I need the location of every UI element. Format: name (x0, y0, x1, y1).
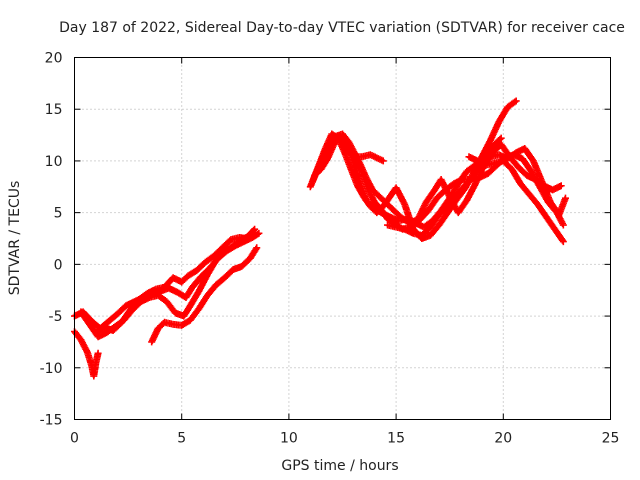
y-tick-label: -5 (49, 309, 63, 325)
x-axis-label: GPS time / hours (281, 458, 398, 474)
axis-ticks (74, 57, 611, 420)
data-point (252, 245, 260, 253)
y-tick-label: 5 (54, 206, 63, 222)
x-tick-label: 5 (177, 431, 186, 447)
data-point (94, 349, 102, 357)
data-point (558, 236, 566, 244)
series-s4 (148, 244, 261, 346)
y-tick-label: -15 (40, 413, 63, 429)
series-s2 (71, 328, 102, 380)
data-point (251, 225, 259, 233)
data-point (557, 182, 565, 190)
data-point (559, 238, 567, 246)
chart-title: Day 187 of 2022, Sidereal Day-to-day VTE… (59, 20, 625, 36)
data-point (497, 134, 505, 142)
data-point (559, 221, 567, 229)
x-tick-label: 15 (387, 431, 405, 447)
data-point (250, 226, 258, 234)
y-tick-labels: -15 -10 -5 0 5 10 15 20 (40, 51, 63, 429)
data-points (71, 97, 569, 380)
x-tick-labels: 0 5 10 15 20 25 (70, 431, 619, 447)
y-tick-label: 10 (45, 154, 63, 170)
x-tick-label: 20 (494, 431, 512, 447)
data-point (511, 98, 519, 106)
series-s12 (311, 132, 505, 231)
y-tick-label: 0 (54, 257, 63, 273)
data-point (561, 194, 569, 202)
data-point (253, 244, 261, 252)
data-point (512, 97, 520, 105)
series-s5 (92, 225, 259, 337)
data-point (254, 230, 262, 238)
y-tick-label: 20 (45, 51, 63, 67)
x-tick-label: 0 (70, 431, 79, 447)
x-tick-label: 25 (602, 431, 620, 447)
y-tick-label: -10 (40, 361, 63, 377)
plot-frame (74, 57, 611, 420)
x-tick-label: 10 (280, 431, 298, 447)
data-point (379, 157, 387, 165)
data-point (255, 229, 263, 237)
y-axis-label: SDTVAR / TECUs (7, 181, 23, 296)
grid-lines (74, 57, 611, 420)
y-tick-label: 15 (45, 102, 63, 118)
data-point (496, 135, 504, 143)
